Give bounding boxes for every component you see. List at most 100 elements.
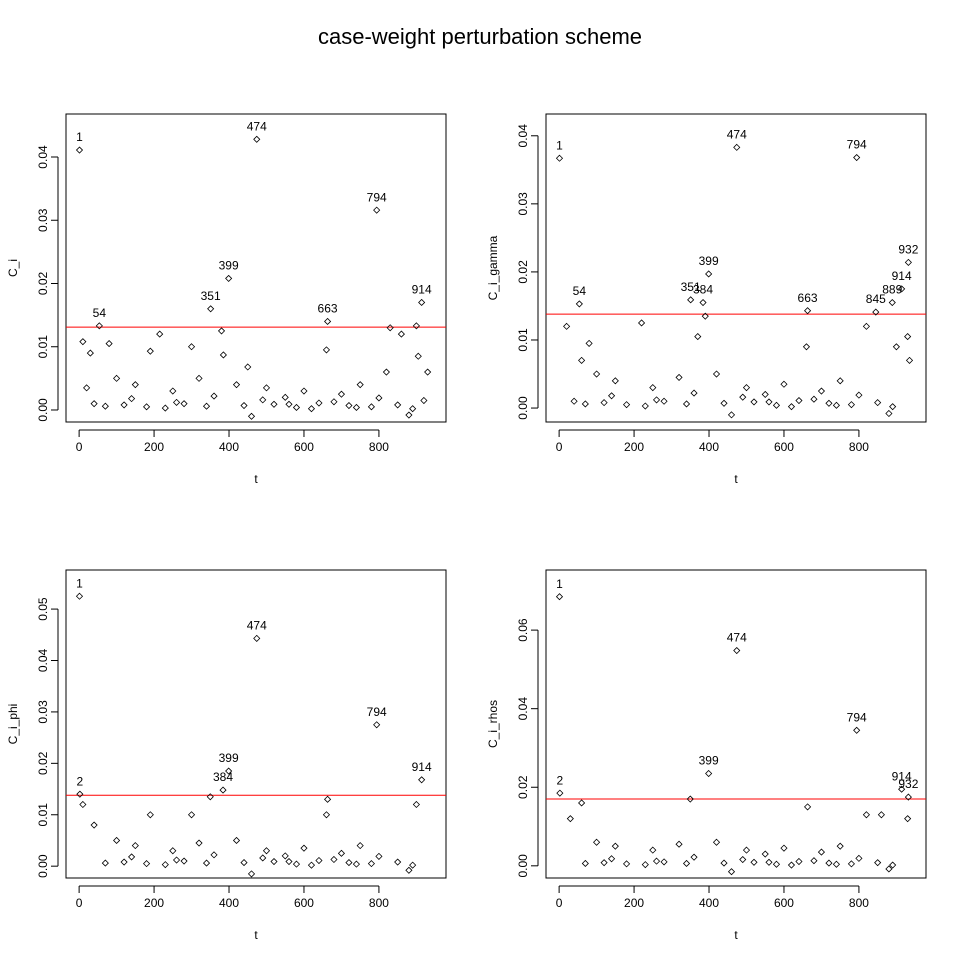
point [195, 374, 203, 382]
point [578, 799, 586, 807]
point [225, 274, 233, 283]
point-label: 54 [93, 306, 107, 320]
point [120, 401, 128, 409]
point [131, 842, 139, 850]
point [169, 847, 177, 855]
point [285, 857, 293, 866]
point [281, 393, 289, 401]
point-label: 889 [882, 283, 902, 297]
y-tick-label: 0.02 [516, 775, 530, 799]
point [240, 859, 248, 867]
point [180, 857, 188, 865]
point-label: 914 [892, 769, 912, 783]
x-tick-label: 400 [699, 440, 719, 454]
x-tick-label: 0 [76, 896, 83, 910]
point [79, 800, 87, 809]
point-label: 663 [798, 291, 818, 305]
point [113, 836, 121, 845]
point [578, 356, 586, 364]
x-axis-title: t [254, 928, 258, 942]
point [322, 346, 331, 354]
point [904, 258, 912, 266]
point-label: 794 [847, 710, 867, 724]
point [686, 795, 694, 803]
point [742, 384, 751, 392]
point [386, 324, 394, 332]
point [847, 401, 855, 409]
point [195, 839, 203, 847]
point [315, 399, 323, 407]
point [247, 412, 256, 420]
point [600, 859, 608, 867]
point [885, 409, 893, 418]
point [414, 352, 422, 360]
point [270, 857, 278, 866]
point [259, 854, 267, 862]
point [409, 405, 417, 413]
y-tick-label: 0.02 [516, 260, 530, 284]
point-label: 474 [247, 619, 267, 633]
point [156, 330, 164, 338]
y-tick-label: 0.01 [36, 803, 50, 827]
point [219, 786, 227, 794]
plot-box [545, 113, 927, 423]
point [210, 851, 218, 859]
x-tick-label: 600 [774, 896, 794, 910]
point [307, 405, 316, 413]
y-tick-label: 0.04 [516, 124, 530, 148]
point [219, 351, 227, 359]
point [712, 370, 721, 378]
point [128, 395, 136, 403]
point [694, 333, 702, 341]
point [877, 811, 885, 819]
point-label: 1 [76, 130, 83, 144]
y-tick-label: 0.05 [36, 597, 50, 621]
point [649, 384, 657, 392]
point [315, 856, 323, 865]
point [720, 399, 728, 407]
point [367, 403, 375, 411]
point [575, 300, 583, 308]
point [652, 396, 661, 404]
point [585, 339, 593, 347]
point [300, 387, 308, 395]
x-tick-label: 400 [219, 440, 239, 454]
point [739, 855, 747, 864]
point [641, 861, 649, 869]
point [687, 296, 695, 304]
point [810, 857, 818, 865]
point [424, 368, 432, 376]
point [345, 401, 353, 410]
point [855, 391, 863, 399]
point [394, 401, 402, 409]
point [367, 860, 375, 868]
point [885, 865, 893, 873]
point [690, 389, 698, 397]
point [727, 411, 736, 419]
point [832, 860, 840, 868]
point [720, 859, 728, 867]
point [765, 398, 773, 406]
y-tick-label: 0.06 [516, 618, 530, 642]
point [780, 380, 788, 388]
y-tick-label: 0.03 [36, 208, 50, 232]
point [356, 381, 364, 389]
point [712, 838, 721, 846]
point [105, 340, 113, 348]
point [787, 403, 796, 411]
point [682, 400, 691, 408]
point [79, 338, 87, 346]
point-label: 399 [219, 259, 239, 273]
point-label: 54 [573, 284, 587, 298]
plot-box [545, 569, 927, 879]
point [375, 394, 383, 402]
point [904, 333, 912, 341]
y-tick-label: 0.00 [36, 854, 50, 878]
plot-box [65, 569, 447, 879]
point [733, 646, 741, 655]
point-label: 914 [412, 760, 432, 774]
point [352, 860, 360, 868]
x-tick-label: 800 [849, 896, 869, 910]
y-axis-title: C_i [6, 259, 20, 277]
